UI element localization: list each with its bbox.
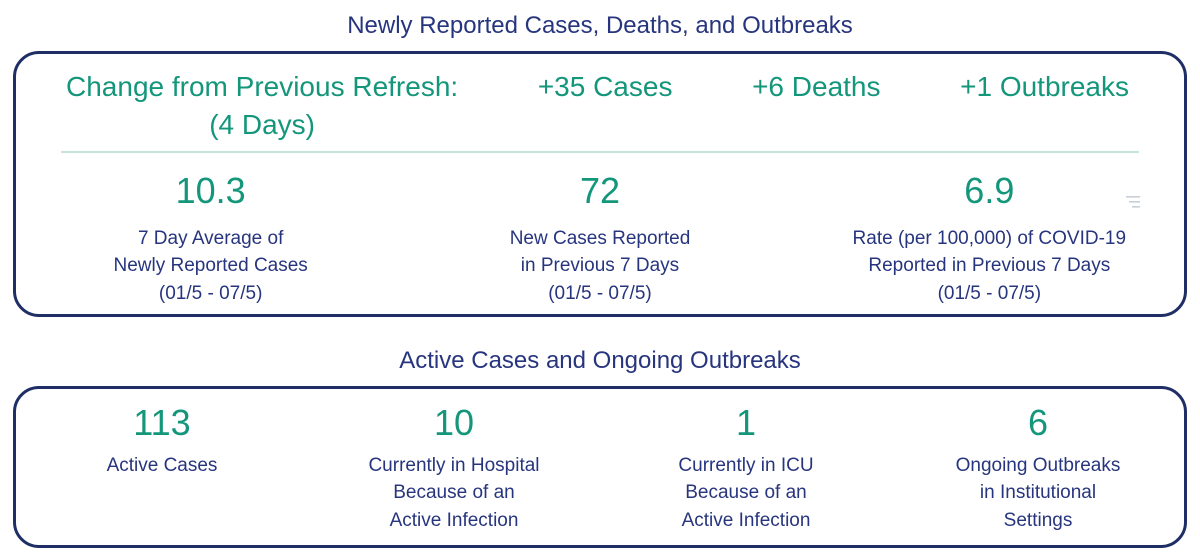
stat-ongoing-outbreaks: 6 Ongoing Outbreaks in Institutional Set… [892,401,1184,535]
change-row: Change from Previous Refresh: (4 Days) +… [16,54,1184,144]
active-cases-panel: 113 Active Cases 10 Currently in Hospita… [13,385,1187,548]
stat-new-cases-7days: 72 New Cases Reported in Previous 7 Days… [405,169,794,307]
stat-label: Currently in Hospital Because of an Acti… [368,454,540,531]
stat-in-hospital: 10 Currently in Hospital Because of an A… [308,401,600,535]
stat-active-cases: 113 Active Cases [16,401,308,535]
stat-label: Active Cases [106,454,218,476]
stat-label: Ongoing Outbreaks in Institutional Setti… [955,454,1121,531]
stat-value: 6 [1027,401,1049,443]
cases-change: +35 Cases [537,70,673,102]
bottom-stats-row: 113 Active Cases 10 Currently in Hospita… [16,401,1184,535]
stat-7day-average: 10.3 7 Day Average of Newly Reported Cas… [16,169,405,307]
menu-icon[interactable] [1122,194,1142,210]
divider-line [61,151,1139,154]
stat-rate-per-100000: 6.9 Rate (per 100,000) of COVID-19 Repor… [795,169,1184,307]
deaths-change: +6 Deaths [752,70,881,102]
newly-reported-panel: Change from Previous Refresh: (4 Days) +… [13,50,1187,317]
top-section-title: Newly Reported Cases, Deaths, and Outbre… [347,12,853,39]
stat-label: 7 Day Average of Newly Reported Cases (0… [113,227,308,304]
stat-label: Rate (per 100,000) of COVID-19 Reported … [852,227,1127,304]
outbreaks-change: +1 Outbreaks [960,70,1129,102]
top-stats-row: 10.3 7 Day Average of Newly Reported Cas… [16,169,1184,307]
bottom-section-title: Active Cases and Ongoing Outbreaks [399,346,801,374]
stat-label: New Cases Reported in Previous 7 Days (0… [509,227,691,304]
stat-label: Currently in ICU Because of an Active In… [678,454,814,531]
stat-value: 6.9 [964,170,1015,212]
stat-in-icu: 1 Currently in ICU Because of an Active … [600,401,892,535]
stat-value: 10.3 [175,170,246,212]
stat-value: 10 [433,401,475,443]
stat-value: 113 [133,401,191,443]
stat-value: 1 [735,401,757,443]
change-from-previous-refresh-label: Change from Previous Refresh: (4 Days) [66,70,459,140]
stat-value: 72 [579,170,621,212]
